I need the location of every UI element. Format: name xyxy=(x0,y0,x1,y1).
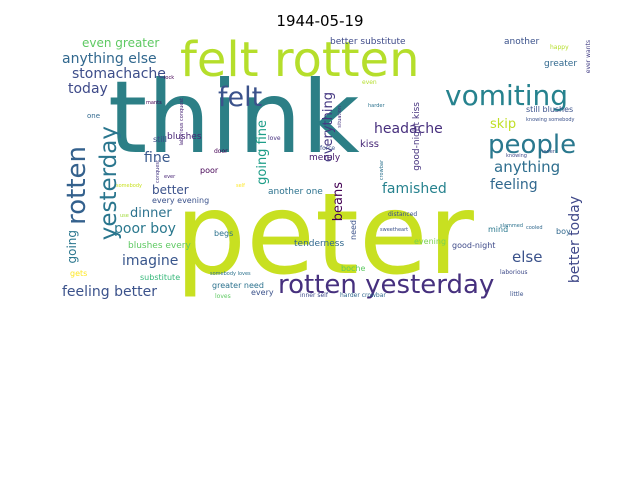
word-felt-rotten: felt rotten xyxy=(180,34,420,88)
word-going-fine: going fine xyxy=(255,120,270,185)
word-self: self xyxy=(236,183,245,189)
word-ever: ever xyxy=(164,174,176,180)
word-somebody: somebody xyxy=(116,183,142,189)
word-little: little xyxy=(510,291,524,298)
word-blushes-every: blushes every xyxy=(128,241,191,251)
word-slammed: slammed xyxy=(500,223,524,229)
word-vomiting: vomiting xyxy=(445,79,569,112)
word-skip: skip xyxy=(490,117,517,132)
word-inner: inner xyxy=(542,149,555,155)
word-sweetheart: sweetheart xyxy=(380,227,409,233)
word-conquest: conquest xyxy=(155,160,161,183)
word-knowing-somebody: knowing somebody xyxy=(526,117,575,123)
word-need: need xyxy=(349,220,358,240)
word-stomachache: stomachache xyxy=(72,66,166,82)
word-loves: loves xyxy=(215,293,231,300)
word-poor-boy: poor boy xyxy=(114,221,176,237)
word-distanced: distanced xyxy=(388,211,418,218)
word-still: still xyxy=(153,135,167,144)
word-another-one: another one xyxy=(268,187,323,197)
word-inner-self: inner self xyxy=(300,292,328,299)
word-every-evening: every evening xyxy=(152,196,210,205)
word-another: another xyxy=(504,37,540,47)
word-tenderness: tenderness xyxy=(294,239,345,249)
word-situation: situation xyxy=(337,106,343,128)
word-mants: mants xyxy=(146,100,162,106)
word-force: force xyxy=(320,145,336,152)
chart-title: 1944-05-19 xyxy=(276,12,364,30)
word-harder: harder xyxy=(368,103,385,109)
word-felt: felt xyxy=(218,82,263,113)
word-greater-need: greater need xyxy=(212,281,264,290)
word-begs: begs xyxy=(214,229,234,238)
word-every: every xyxy=(251,288,274,297)
word-anything-else: anything else xyxy=(62,51,157,67)
word-harder-crowbar: harder crowbar xyxy=(340,292,386,299)
word-evening: evening xyxy=(414,237,447,246)
word-greater: greater xyxy=(544,59,578,69)
word-cooled: cooled xyxy=(526,225,543,231)
word-gets: gets xyxy=(70,269,88,278)
word-think: think xyxy=(108,59,360,176)
word-today: today xyxy=(68,81,108,97)
word-better-today: better today xyxy=(567,196,583,284)
word-crowbar: crowbar xyxy=(379,160,385,181)
word-fine: fine xyxy=(144,150,171,166)
word-even-greater: even greater xyxy=(82,36,160,50)
word-dinner: dinner xyxy=(130,206,172,221)
word-cloud: think peter felt rotten vomiting felt pe… xyxy=(60,34,598,306)
word-feeling-better: feeling better xyxy=(62,284,157,300)
word-mind: mind xyxy=(488,225,509,234)
word-peter: peter xyxy=(175,170,474,300)
word-boy: boy xyxy=(556,227,571,236)
word-boche: boche xyxy=(341,264,366,273)
word-going: going xyxy=(65,230,79,264)
word-rotten: rotten xyxy=(62,146,92,225)
word-rotten-yesterday: rotten yesterday xyxy=(278,270,495,300)
word-better-substitute: better substitute xyxy=(330,37,406,47)
word-door: door xyxy=(214,148,228,155)
word-blushes: blushes xyxy=(167,132,202,142)
word-merely: merely xyxy=(309,153,341,163)
word-good-night-kiss: good-night kiss xyxy=(412,102,422,171)
word-love: love xyxy=(268,135,281,142)
word-laborious: laborious xyxy=(500,269,528,276)
word-headache: headache xyxy=(374,121,443,137)
word-one: one xyxy=(87,112,101,120)
word-poor: poor xyxy=(200,166,219,175)
word-imagine: imagine xyxy=(122,253,179,269)
word-feeling: feeling xyxy=(490,177,538,193)
word-famished: famished xyxy=(382,181,447,197)
word-laborious-conquest: laborious conquest xyxy=(179,98,185,146)
word-substitute: substitute xyxy=(140,273,181,282)
word-knowing: knowing xyxy=(506,153,527,159)
word-somebody-loves: somebody loves xyxy=(210,271,251,277)
word-people: people xyxy=(488,130,577,160)
word-kiss: kiss xyxy=(360,139,379,150)
word-else: else xyxy=(512,248,543,266)
word-even: even xyxy=(362,79,377,86)
word-beans: beans xyxy=(331,182,346,222)
word-better: better xyxy=(152,183,189,197)
word-use: use xyxy=(120,213,129,219)
word-ever-wants: ever wants xyxy=(585,40,592,74)
word-happy: happy xyxy=(550,44,569,51)
word-still-blushes: still blushes xyxy=(526,105,574,114)
word-good-night: good-night xyxy=(452,241,496,250)
word-anything: anything xyxy=(494,158,561,176)
word-lock: lock xyxy=(164,75,175,81)
